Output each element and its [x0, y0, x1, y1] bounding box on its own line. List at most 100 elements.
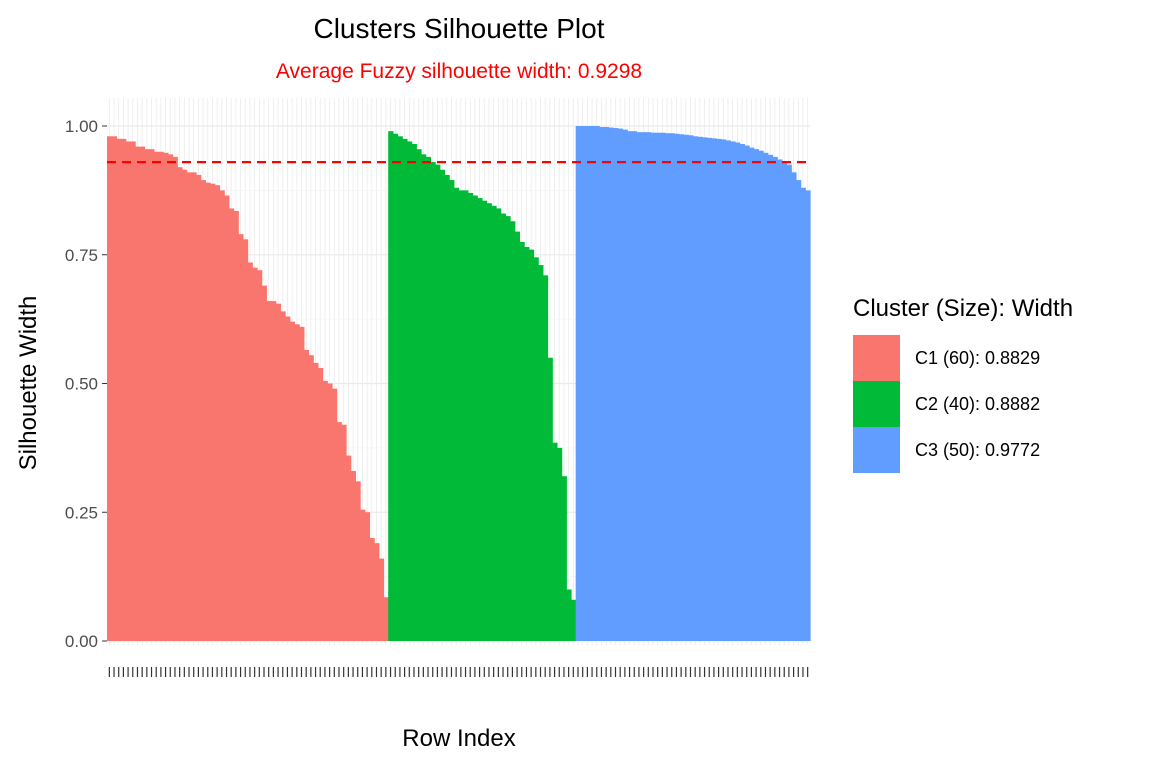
- bar-c3: [735, 142, 741, 642]
- bar-c2: [510, 221, 516, 641]
- bar-c2: [514, 231, 521, 641]
- bar-c2: [430, 162, 436, 642]
- bar-c3: [692, 136, 699, 642]
- bar-c3: [683, 134, 689, 641]
- bar-c2: [538, 265, 544, 641]
- bar-c3: [631, 131, 638, 641]
- bar-c3: [767, 154, 774, 641]
- bar-c1: [285, 316, 291, 641]
- bar-c1: [196, 174, 202, 642]
- bar-c3: [749, 147, 755, 641]
- bar-c2: [472, 195, 478, 641]
- bar-c2: [402, 138, 408, 641]
- bar-c3: [758, 150, 764, 641]
- bar-c3: [791, 172, 797, 641]
- x-axis: [108, 667, 809, 677]
- bar-c1: [149, 149, 155, 642]
- bar-c1: [107, 136, 113, 642]
- bar-c1: [172, 156, 178, 641]
- bar-c3: [599, 127, 605, 641]
- bar-c1: [280, 311, 286, 641]
- bar-c1: [163, 152, 169, 641]
- bar-c2: [491, 205, 497, 641]
- bar-c1: [369, 538, 375, 641]
- bar-c2: [477, 198, 483, 641]
- bar-c1: [341, 424, 347, 641]
- bar-c1: [355, 481, 361, 641]
- bar-c1: [364, 512, 371, 641]
- bar-c2: [566, 589, 572, 641]
- bar-c3: [777, 159, 783, 641]
- bar-c1: [261, 285, 267, 641]
- bar-c3: [800, 187, 806, 642]
- y-axis-title: Silhouette Width: [15, 296, 42, 471]
- legend-label-c1: C1 (60): 0.8829: [915, 348, 1040, 368]
- bar-c1: [346, 455, 352, 641]
- bar-c2: [542, 275, 549, 641]
- bar-c3: [772, 156, 778, 641]
- bar-c1: [233, 210, 239, 641]
- bar-c2: [425, 156, 431, 641]
- bar-c3: [805, 190, 811, 641]
- bar-c2: [463, 190, 469, 641]
- bar-c2: [547, 357, 553, 641]
- bar-c3: [660, 132, 666, 641]
- bar-c1: [177, 167, 183, 641]
- bar-c3: [575, 126, 581, 641]
- bar-c3: [702, 137, 708, 641]
- legend-key-c3: [853, 427, 900, 473]
- bar-c1: [125, 141, 132, 641]
- bar-c2: [533, 257, 539, 641]
- bar-c1: [331, 388, 338, 641]
- bar-c1: [214, 185, 221, 641]
- legend: Cluster (Size): Width C1 (60): 0.8829 C2 …: [853, 295, 1073, 473]
- bar-c1: [158, 151, 164, 641]
- bar-c2: [449, 180, 455, 641]
- bar-c3: [594, 126, 600, 641]
- y-tick-label: 0.50: [65, 375, 98, 394]
- bar-c2: [552, 442, 558, 641]
- bar-c1: [327, 383, 333, 641]
- bar-c1: [144, 149, 150, 642]
- bar-c2: [411, 144, 417, 641]
- bar-c1: [181, 169, 188, 641]
- bar-c1: [121, 138, 127, 641]
- bar-c1: [383, 597, 389, 641]
- bar-c3: [589, 126, 596, 641]
- legend-key-c2: [853, 381, 900, 427]
- bar-c2: [519, 241, 525, 641]
- bar-c1: [317, 368, 324, 641]
- bar-c1: [153, 151, 160, 641]
- bar-c1: [266, 301, 272, 641]
- bar-c1: [135, 146, 141, 641]
- bar-c3: [650, 132, 656, 641]
- y-tick-label: 0.25: [65, 503, 98, 522]
- bar-c3: [645, 132, 652, 641]
- bar-c1: [111, 136, 117, 642]
- bar-c2: [481, 200, 488, 642]
- bar-c1: [289, 321, 296, 641]
- bar-c2: [388, 131, 394, 641]
- bar-c1: [186, 172, 192, 641]
- bar-c3: [622, 129, 628, 642]
- bar-c2: [486, 203, 492, 641]
- y-axis: 0.00 0.25 0.50 0.75 1.00: [65, 117, 107, 651]
- bar-c1: [313, 362, 319, 641]
- legend-label-c2: C2 (40): 0.8882: [915, 394, 1040, 414]
- bar-c2: [406, 141, 413, 641]
- bar-c3: [627, 131, 633, 641]
- bar-c2: [570, 599, 577, 641]
- bar-c1: [200, 180, 207, 641]
- bar-c1: [224, 195, 230, 641]
- bar-c3: [664, 133, 670, 641]
- y-tick-label: 0.75: [65, 246, 98, 265]
- bar-c3: [688, 135, 694, 641]
- bar-c1: [303, 350, 310, 641]
- bar-c1: [350, 471, 356, 641]
- bar-c3: [706, 137, 713, 641]
- bar-c1: [219, 190, 225, 641]
- bar-c1: [116, 138, 122, 641]
- bar-c3: [608, 127, 614, 642]
- bar-c1: [271, 301, 277, 641]
- chart-title: Clusters Silhouette Plot: [313, 13, 604, 44]
